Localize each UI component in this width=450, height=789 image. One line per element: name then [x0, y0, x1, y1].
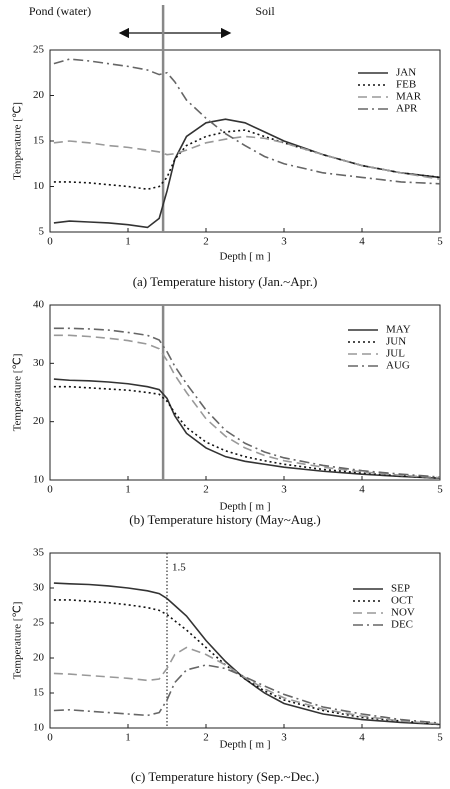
x-tick-label: 2: [203, 484, 209, 496]
y-tick-label: 40: [33, 299, 45, 311]
series-line: [53, 118, 441, 229]
y-axis-label: Temperature [℃]: [12, 354, 24, 432]
plot-frame: [49, 304, 441, 481]
legend-label: APR: [396, 103, 418, 115]
x-axis-label: Depth [ m ]: [219, 501, 270, 513]
y-tick-label: 10: [33, 722, 45, 734]
legend-label: FEB: [396, 79, 416, 91]
x-tick-label: 5: [437, 236, 443, 248]
x-tick-label: 2: [203, 236, 209, 248]
legend-label: MAY: [386, 324, 411, 336]
x-tick-label: 2: [203, 732, 209, 744]
plot-frame: [49, 49, 441, 233]
x-tick-label: 5: [437, 484, 443, 496]
series-line: [53, 378, 441, 480]
x-tick-label: 3: [281, 236, 287, 248]
caption: (b) Temperature history (May~Aug.): [129, 512, 320, 527]
y-tick-label: 35: [33, 547, 45, 559]
x-tick-label: 0: [47, 484, 53, 496]
y-tick-label: 30: [33, 582, 45, 594]
caption: (a) Temperature history (Jan.~Apr.): [133, 274, 318, 289]
region-label: Soil: [255, 4, 275, 18]
region-label: Pond (water): [29, 4, 91, 18]
series-line: [53, 327, 441, 478]
legend-label: MAR: [396, 91, 422, 103]
series-line: [53, 58, 441, 185]
y-axis-label: Temperature [℃]: [12, 102, 24, 180]
legend-label: SEP: [391, 583, 410, 595]
x-tick-label: 1: [125, 732, 131, 744]
y-tick-label: 10: [33, 180, 45, 192]
x-tick-label: 3: [281, 484, 287, 496]
legend-label: JAN: [396, 67, 416, 79]
legend-label: NOV: [391, 607, 415, 619]
legend-label: JUN: [386, 336, 406, 348]
plot-frame: [49, 552, 441, 729]
y-tick-label: 20: [33, 415, 45, 427]
series-line: [53, 582, 441, 726]
y-tick-label: 5: [39, 226, 45, 238]
y-tick-label: 10: [33, 474, 45, 486]
y-tick-label: 25: [33, 617, 45, 629]
y-tick-label: 20: [33, 652, 45, 664]
y-tick-label: 20: [33, 89, 45, 101]
series-line: [53, 385, 441, 480]
y-tick-label: 15: [33, 135, 45, 147]
x-tick-label: 0: [47, 732, 53, 744]
x-axis-label: Depth [ m ]: [219, 739, 270, 751]
x-tick-label: 4: [359, 484, 365, 496]
series-line: [53, 646, 441, 725]
x-tick-label: 4: [359, 732, 365, 744]
x-tick-label: 0: [47, 236, 53, 248]
legend-label: OCT: [391, 595, 413, 607]
y-tick-label: 30: [33, 357, 45, 369]
y-tick-label: 15: [33, 687, 45, 699]
x-tick-label: 3: [281, 732, 287, 744]
series-line: [53, 334, 441, 479]
x-tick-label: 1: [125, 484, 131, 496]
legend-label: DEC: [391, 619, 413, 631]
boundary-label: 1.5: [172, 562, 186, 574]
x-axis-label: Depth [ m ]: [219, 251, 270, 263]
series-line: [53, 129, 441, 191]
caption: (c) Temperature history (Sep.~Dec.): [131, 769, 319, 784]
legend-label: AUG: [386, 360, 410, 372]
y-tick-label: 25: [33, 44, 45, 56]
legend-label: JUL: [386, 348, 405, 360]
series-line: [53, 664, 441, 724]
series-line: [53, 135, 441, 181]
x-tick-label: 1: [125, 236, 131, 248]
y-axis-label: Temperature [℃]: [12, 602, 24, 680]
x-tick-label: 4: [359, 236, 365, 248]
x-tick-label: 5: [437, 732, 443, 744]
series-line: [53, 599, 441, 726]
